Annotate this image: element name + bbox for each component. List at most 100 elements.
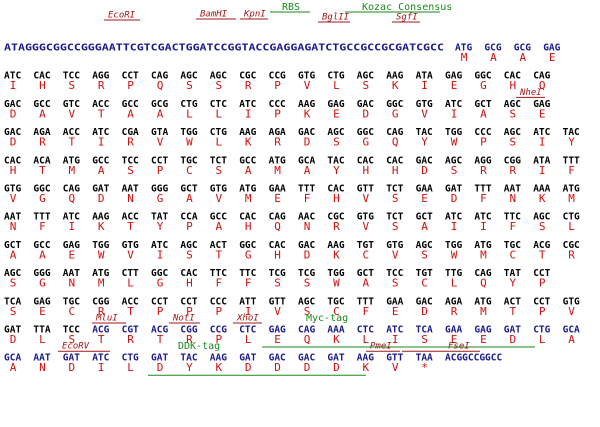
amino-acid: F [304,192,311,205]
codon: CAG [151,71,168,82]
codon: TTC [210,268,227,279]
amino-acid: F [362,305,369,318]
codon: TTT [563,155,580,166]
amino-acid: P [274,79,281,92]
amino-acid: R [509,164,516,177]
codon: TCG [298,268,315,279]
codon: CAC [386,155,403,166]
codon: CGG [92,296,109,307]
amino-acid: P [539,305,546,318]
amino-acid: H [10,164,17,177]
amino-acid: P [480,136,487,149]
amino-acid: C [362,248,369,261]
codon: AAG [298,99,315,110]
codon: GCG [151,99,168,110]
amino-acid: V [157,136,164,149]
codon: AGC [357,71,374,82]
codon: AAG [327,240,344,251]
codon: GAG [327,99,344,110]
amino-acid: D [421,305,428,318]
amino-acid: P [539,277,546,290]
amino-acid: V [568,305,575,318]
amino-acid: R [568,248,575,261]
codon: GCA [563,325,580,336]
amino-acid: H [392,164,399,177]
codon: TCC [63,325,80,336]
amino-acid: R [274,136,281,149]
codon: GAT [151,353,168,364]
amino-acid: Q [157,79,164,92]
amino-acid: N [127,192,134,205]
codon: CAC [180,268,197,279]
amino-acid: S [186,79,193,92]
codon: GTG [210,184,227,195]
amino-acid: Q [304,333,311,346]
codon: CCT [151,155,168,166]
amino-acid: I [10,79,17,92]
codon: GAG [33,296,50,307]
amino-acid: E [68,248,75,261]
codon: CTC [210,99,227,110]
amino-acid: D [421,164,428,177]
codon: CGC [563,240,580,251]
amino-acid: I [480,220,487,233]
codon: ACGGCCGGCC [445,353,502,364]
codon: GAG [445,71,462,82]
amino-acid: I [451,220,458,233]
amino-acid: D [362,107,369,120]
codon: AAT [4,212,21,223]
codon: TGG [327,268,344,279]
codon: AGA [269,127,286,138]
amino-acid: D [509,333,516,346]
codon: ATG [563,184,580,195]
amino-acid: P [274,107,281,120]
codon: TCT [386,184,403,195]
amino-acid: T [39,164,46,177]
codon: GGC [474,71,491,82]
codon: CGT [122,325,139,336]
codon: ACC [92,99,109,110]
amino-acid: P [186,305,193,318]
site-label: NheI [519,88,542,98]
amino-acid: I [451,107,458,120]
amino-acid: Q [274,220,281,233]
codon: GTC [63,99,80,110]
codon: GTG [357,212,374,223]
codon: TTT [474,184,491,195]
codon: TAT [504,268,521,279]
amino-acid: S [68,333,75,346]
site-label: PmeI [370,342,392,352]
codon: ATC [445,99,462,110]
amino-acid: T [539,248,546,261]
amino-acid: A [304,164,311,177]
amino-acid: D [10,333,17,346]
codon: ATC [63,212,80,223]
amino-acid: A [480,107,487,120]
amino-acid: H [274,248,281,261]
amino-acid: K [333,248,340,261]
codon: GTG [563,296,580,307]
codon: GAC [4,99,21,110]
amino-acid: M [274,164,281,177]
amino-acid: V [362,192,369,205]
codon: ACT [504,296,521,307]
amino-acid: Y [157,220,164,233]
amino-acid: P [157,164,164,177]
amino-acid: S [274,277,281,290]
codon: TCC [63,71,80,82]
codon: TTT [33,212,50,223]
amino-acid: R [245,79,252,92]
leader-sequence: ATAGGGCGGCCGGGAATTCGTCGACTGGATCCGGTACCGA… [4,43,444,54]
codon: GTT [386,353,403,364]
codon: ACC [63,127,80,138]
codon: ATG [269,155,286,166]
amino-acid: E [539,107,546,120]
amino-acid: E [480,333,487,346]
codon: TTC [504,212,521,223]
amino-acid: T [98,333,105,346]
amino-acid: H [509,79,516,92]
codon: AAT [33,353,50,364]
amino-acid: F [215,277,222,290]
amino-acid: V [421,107,428,120]
codon: TAC [416,127,433,138]
